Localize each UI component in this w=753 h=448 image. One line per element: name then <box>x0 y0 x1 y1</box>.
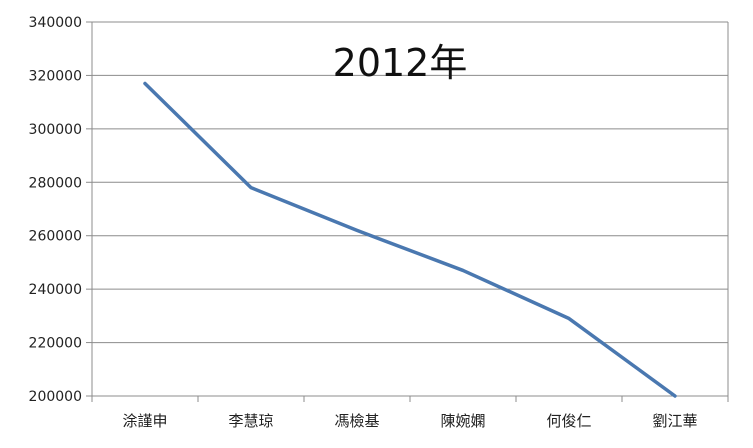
y-tick-label: 220000 <box>29 336 82 352</box>
grid-lines <box>92 21 728 397</box>
chart-title: 2012年 <box>333 41 468 85</box>
y-tick-label: 300000 <box>29 122 82 138</box>
y-tick-label: 320000 <box>29 68 82 84</box>
x-tick-label: 何俊仁 <box>546 412 591 430</box>
x-tick-label: 劉江華 <box>652 412 697 430</box>
x-tick-label: 馮檢基 <box>334 412 379 430</box>
x-tick-label: 李慧琼 <box>228 412 273 430</box>
x-tick-label: 陳婉嫻 <box>440 412 485 430</box>
y-tick-label: 260000 <box>29 229 82 245</box>
x-tick-label: 涂謹申 <box>122 412 167 430</box>
y-tick-label: 280000 <box>29 175 82 191</box>
y-tick-label: 240000 <box>29 282 82 298</box>
x-tick-labels: 涂謹申 李慧琼 馮檢基 陳婉嫻 何俊仁 劉江華 <box>122 412 697 430</box>
y-tick-label: 200000 <box>29 389 82 405</box>
series-layer <box>143 81 677 398</box>
series-line <box>143 81 677 398</box>
y-tick-label: 340000 <box>29 15 82 31</box>
y-tick-labels: 340000 320000 300000 280000 260000 240000 2200… <box>29 15 82 405</box>
axes <box>86 21 729 402</box>
